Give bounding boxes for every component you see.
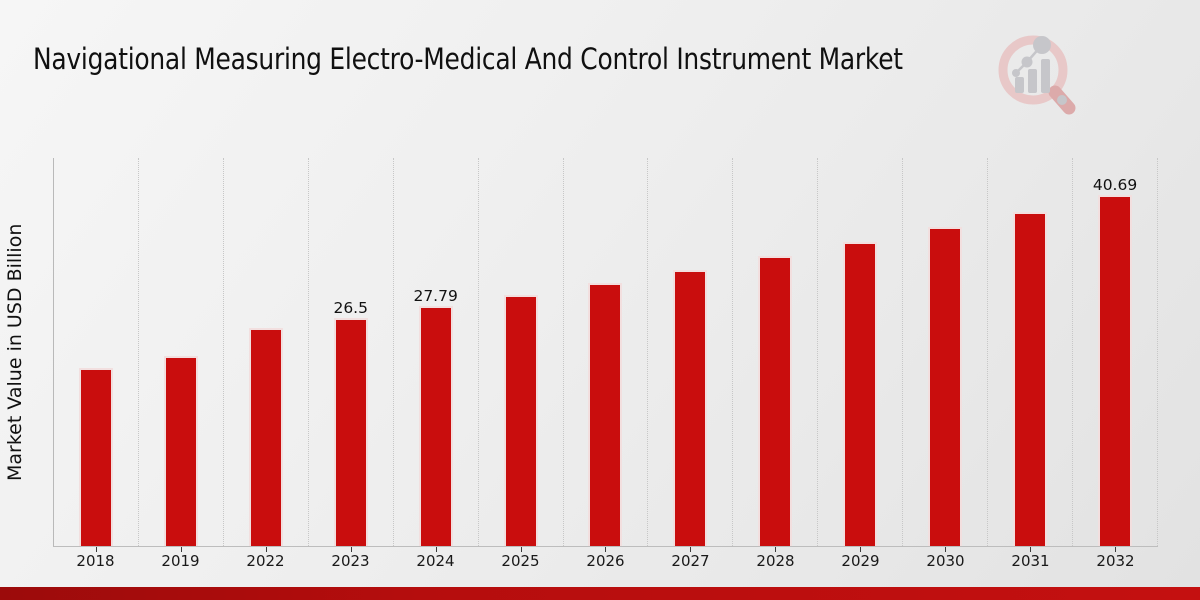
x-tick-label-2029: 2029 (841, 552, 880, 570)
bar-2027 (673, 269, 708, 546)
bar-cell-2018 (54, 158, 139, 552)
bar-value-label-2032: 40.69 (1092, 176, 1138, 195)
brand-logo (988, 25, 1088, 120)
bar-cell-2023: 26.5 (309, 158, 394, 552)
x-axis-tick-2031 (1030, 547, 1032, 552)
y-axis-label: Market Value in USD Billion (4, 223, 26, 482)
x-tick-label-2024: 2024 (416, 552, 455, 570)
magnifier-bar-chart-icon (998, 35, 1076, 115)
x-axis-tick-2032 (1115, 547, 1117, 552)
bar-2029 (843, 242, 878, 546)
bar-cell-2028 (733, 158, 819, 552)
bar-cell-2030 (903, 158, 989, 552)
x-axis-tick-2028 (775, 547, 777, 552)
bar-cell-2031 (988, 158, 1074, 552)
x-tick-label-2030: 2030 (926, 552, 965, 570)
x-axis-tick-2022 (265, 547, 267, 552)
bar-2025 (503, 294, 538, 546)
x-tick-label-2022: 2022 (246, 552, 285, 570)
x-axis-tick-2018 (95, 547, 97, 552)
magnifier-ring-icon (998, 35, 1068, 105)
bar-2028 (758, 256, 793, 546)
x-tick-label-2032: 2032 (1096, 552, 1135, 570)
bar-cell-2032: 40.69 (1073, 158, 1158, 552)
x-axis-tick-2026 (605, 547, 607, 552)
bar-value-label-2023: 26.5 (333, 298, 368, 317)
bar-2023: 26.5 (333, 299, 368, 546)
x-tick-label-2028: 2028 (756, 552, 795, 570)
bar-cell-2024: 27.79 (394, 158, 479, 552)
bar-cell-2019 (139, 158, 224, 552)
bar-cell-2022 (224, 158, 309, 552)
bar-cell-2026 (564, 158, 649, 552)
x-tick-label-2025: 2025 (501, 552, 540, 570)
x-tick-label-2027: 2027 (671, 552, 710, 570)
x-axis-labels: 2018 2019 2022 2023 2024 2025 2026 2027 2028 2029… (53, 552, 1158, 570)
x-axis-tick-2023 (350, 547, 352, 552)
bar-2024: 27.79 (413, 287, 458, 546)
bar-cell-2029 (818, 158, 904, 552)
bottom-accent-band (0, 587, 1200, 600)
logo-bar-chart-icon (1015, 59, 1050, 93)
bar-2032: 40.69 (1093, 176, 1137, 546)
x-tick-label-2019: 2019 (161, 552, 200, 570)
bar-value-label-2024: 27.79 (413, 287, 458, 306)
logo-trend-dots-icon (1012, 36, 1067, 105)
bar-2018 (78, 368, 113, 546)
plot-area: 26.5 27.79 40.69 (53, 158, 1158, 552)
x-tick-label-2031: 2031 (1011, 552, 1050, 570)
bar-cell-2025 (479, 158, 564, 552)
x-axis-tick-2024 (435, 547, 437, 552)
bar-2030 (928, 227, 963, 546)
bar-2019 (163, 356, 198, 546)
x-tick-label-2018: 2018 (76, 552, 115, 570)
x-tick-label-2026: 2026 (586, 552, 625, 570)
bar-2026 (588, 282, 623, 546)
x-axis-tick-2027 (690, 547, 692, 552)
chart-title: Navigational Measuring Electro-Medical A… (33, 42, 903, 76)
bar-2031 (1013, 211, 1048, 546)
bar-cell-2027 (648, 158, 734, 552)
x-axis-tick-2019 (180, 547, 182, 552)
x-axis-tick-2030 (945, 547, 947, 552)
bar-2022 (248, 327, 283, 546)
x-tick-label-2023: 2023 (331, 552, 370, 570)
x-axis-tick-2029 (860, 547, 862, 552)
x-axis-tick-2025 (520, 547, 522, 552)
